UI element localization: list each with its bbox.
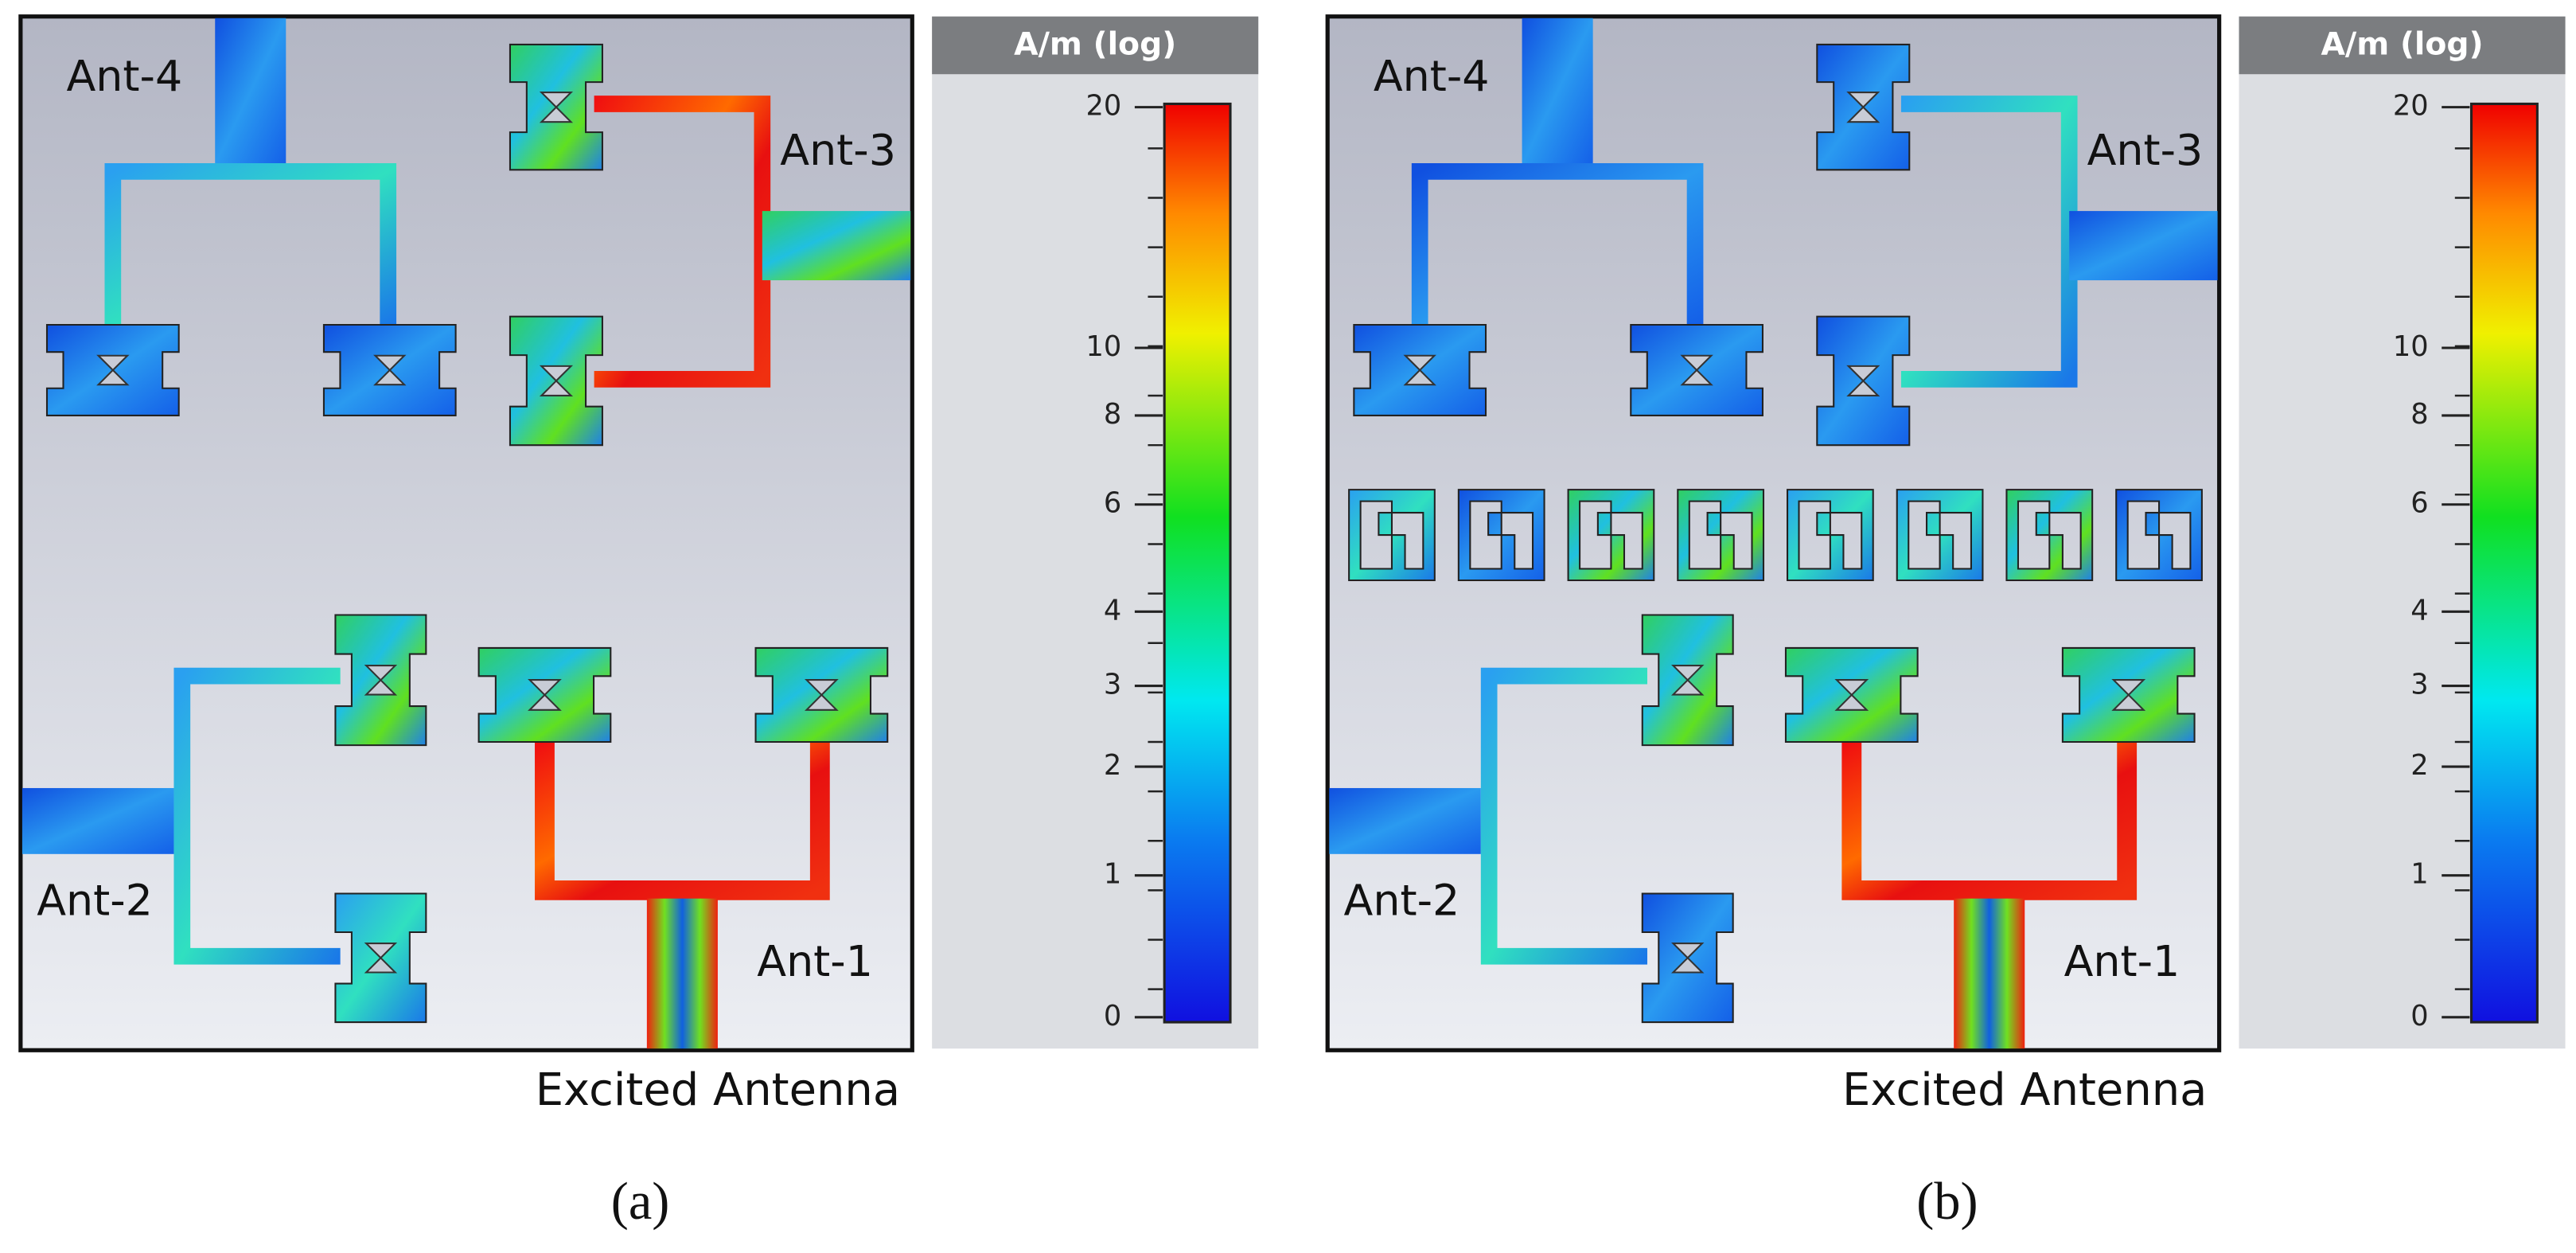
patch-slot bbox=[539, 92, 574, 123]
colorbar-header bbox=[932, 16, 1259, 75]
tick-label: 8 bbox=[2410, 398, 2428, 431]
feed bbox=[1329, 787, 1481, 854]
tick-label: 0 bbox=[1104, 1000, 1121, 1032]
tick-label: 4 bbox=[1104, 594, 1121, 626]
metamaterial-cell bbox=[1677, 489, 1765, 582]
colorbar-title: A/m (log) bbox=[1014, 25, 1176, 62]
tick-label: 8 bbox=[1104, 398, 1121, 431]
tick-label: 1 bbox=[1104, 858, 1121, 891]
feed bbox=[762, 211, 911, 281]
patch-slot bbox=[805, 679, 839, 711]
tick-label: 6 bbox=[1104, 487, 1121, 520]
patch-slot bbox=[1680, 354, 1713, 386]
tick-label: 20 bbox=[2393, 90, 2429, 123]
panel: Ant-4 Ant-3 Ant-2 Ant-1 Excited Antenna (a) A/… bbox=[18, 14, 1259, 1231]
feed bbox=[2069, 211, 2218, 281]
patch-slot bbox=[364, 665, 398, 696]
patch-slot bbox=[1846, 365, 1880, 397]
feed-line bbox=[1411, 163, 1704, 327]
antenna-label: Ant-2 bbox=[37, 876, 153, 926]
patch-slot bbox=[1671, 665, 1705, 696]
tick-label: 3 bbox=[2410, 669, 2428, 701]
colorbar-title: A/m (log) bbox=[2321, 25, 2483, 62]
tick-label: 4 bbox=[2410, 594, 2428, 626]
patch-slot bbox=[2111, 679, 2146, 711]
patch-slot bbox=[96, 354, 130, 386]
feed bbox=[21, 787, 174, 854]
patch-slot bbox=[1834, 679, 1869, 711]
antenna-label: Ant-1 bbox=[757, 936, 873, 986]
feed bbox=[646, 898, 718, 1049]
panel-tag: (a) bbox=[611, 1173, 670, 1231]
tick-label: 1 bbox=[2410, 858, 2428, 891]
feed-line bbox=[1841, 741, 2138, 900]
panel: Ant-4 Ant-3 Ant-2 Ant-1 Excited Antenna (b) A/… bbox=[1325, 14, 2566, 1231]
tick-label: 10 bbox=[2393, 330, 2429, 363]
tick-label: 2 bbox=[1104, 749, 1121, 782]
patch-slot bbox=[364, 943, 398, 974]
feed-line bbox=[1480, 667, 1647, 965]
patch-slot bbox=[1846, 92, 1880, 123]
tick-label: 10 bbox=[1086, 330, 1122, 363]
feed-line bbox=[173, 667, 341, 965]
tick-label: 0 bbox=[2410, 1000, 2428, 1032]
panel-tag: (b) bbox=[1916, 1173, 1978, 1231]
metamaterial-cell bbox=[2005, 489, 2094, 582]
caption: Excited Antenna bbox=[1842, 1064, 2207, 1116]
metamaterial-cell bbox=[1567, 489, 1655, 582]
colorbar bbox=[2469, 102, 2539, 1024]
metamaterial-cell bbox=[1896, 489, 1984, 582]
patch-slot bbox=[539, 365, 574, 397]
colorbar-header bbox=[2239, 16, 2566, 75]
antenna-label: Ant-1 bbox=[2064, 936, 2180, 986]
antenna-label: Ant-3 bbox=[2087, 125, 2204, 175]
antenna-label: Ant-4 bbox=[1374, 51, 1490, 101]
feed bbox=[215, 18, 286, 166]
patch-slot bbox=[528, 679, 562, 711]
metamaterial-cell bbox=[2115, 489, 2203, 582]
antenna-label: Ant-4 bbox=[66, 51, 182, 101]
antenna-label: Ant-2 bbox=[1344, 876, 1460, 926]
tick-label: 20 bbox=[1086, 90, 1122, 123]
metamaterial-cell bbox=[1348, 489, 1436, 582]
patch-slot bbox=[373, 354, 407, 386]
colorbar bbox=[1163, 102, 1232, 1024]
metamaterial-cell bbox=[1786, 489, 1874, 582]
patch-slot bbox=[1671, 943, 1705, 974]
tick-label: 6 bbox=[2410, 487, 2428, 520]
feed bbox=[1954, 898, 2025, 1049]
feed-line bbox=[104, 163, 397, 327]
caption: Excited Antenna bbox=[536, 1064, 900, 1116]
antenna-label: Ant-3 bbox=[780, 125, 896, 175]
metamaterial-cell bbox=[1457, 489, 1545, 582]
feed-line bbox=[535, 741, 830, 900]
feed bbox=[1522, 18, 1593, 166]
tick-label: 3 bbox=[1104, 669, 1121, 701]
patch-slot bbox=[1403, 354, 1436, 386]
tick-label: 2 bbox=[2410, 749, 2428, 782]
